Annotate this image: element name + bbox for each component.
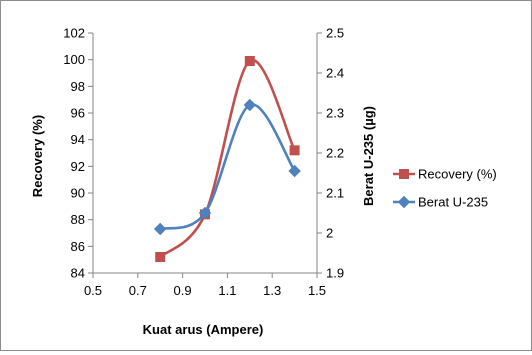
y-tick-label: 102 xyxy=(63,26,85,41)
series-layer xyxy=(153,56,301,262)
data-point xyxy=(244,56,255,66)
series-line xyxy=(159,58,296,259)
chart-svg: 84 86 88 90 92 94 96 98 100 102 1.9 2 2.1 2.2 2.3 2.4 2.… xyxy=(30,26,497,338)
data-point xyxy=(289,145,300,156)
y-tick-label: 100 xyxy=(63,52,85,67)
y-tick-label: 96 xyxy=(71,106,85,121)
y2-tick-label: 1.9 xyxy=(326,266,344,281)
y2-tick-label: 2.4 xyxy=(326,66,344,81)
x-tick-label: 0.9 xyxy=(174,283,192,298)
y2-tick-label: 2.2 xyxy=(326,146,344,161)
legend: Recovery (%) Berat U-235 xyxy=(393,167,497,210)
y-tick-label: 94 xyxy=(71,132,85,147)
legend-item: Recovery (%) xyxy=(393,167,497,182)
y-tick-label: 90 xyxy=(71,186,85,201)
y-axis-title: Recovery (%) xyxy=(30,115,45,197)
series-line xyxy=(159,103,296,231)
y-tick-label: 88 xyxy=(71,212,85,227)
y2-tick-label: 2.3 xyxy=(326,106,344,121)
legend-label: Berat U-235 xyxy=(418,195,488,210)
legend-marker xyxy=(397,195,411,209)
data-point xyxy=(243,98,257,112)
series-recovery xyxy=(155,56,300,262)
x-axis-title: Kuat arus (Ampere) xyxy=(143,322,264,337)
x-tick-label: 0.5 xyxy=(84,283,102,298)
legend-label: Recovery (%) xyxy=(418,167,497,182)
y2-tick-label: 2 xyxy=(326,226,333,241)
y-tick-label: 84 xyxy=(71,266,85,281)
data-point xyxy=(198,206,212,220)
x-tick-label: 1.5 xyxy=(308,283,326,298)
y-tick-label: 98 xyxy=(71,79,85,94)
legend-item: Berat U-235 xyxy=(393,195,488,210)
data-point xyxy=(288,164,301,178)
axes-layer: 84 86 88 90 92 94 96 98 100 102 1.9 2 2.1 2.2 2.3 2.4 2.… xyxy=(63,26,344,299)
y2-tick-label: 2.1 xyxy=(326,186,344,201)
data-point xyxy=(153,222,167,236)
legend-marker xyxy=(399,169,409,179)
series-berat-u-235 xyxy=(153,98,301,236)
y-tick-label: 92 xyxy=(71,159,85,174)
x-tick-label: 0.7 xyxy=(129,283,147,298)
y-tick-label: 86 xyxy=(71,239,85,254)
y2-tick-label: 2.5 xyxy=(326,26,344,41)
data-point xyxy=(155,252,166,262)
x-tick-label: 1.3 xyxy=(263,283,281,298)
x-tick-label: 1.1 xyxy=(218,283,236,298)
y2-axis-title: Berat U-235 (µg) xyxy=(361,106,376,206)
